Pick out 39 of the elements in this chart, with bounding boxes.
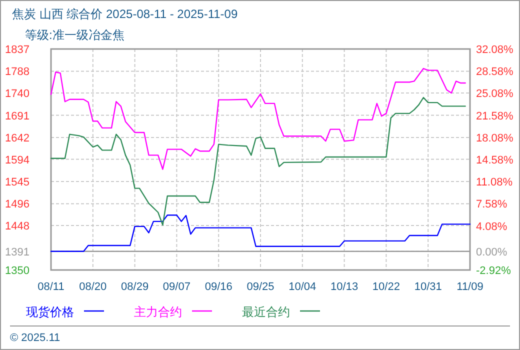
legend-label: 最近合约	[242, 305, 290, 319]
y2-tick-label: 0.00%	[476, 246, 508, 259]
y-tick-label: 1691	[5, 110, 30, 122]
y-tick-label: 1740	[5, 88, 30, 100]
y-tick-label: 1391	[5, 246, 30, 258]
y-tick-label: 1448	[5, 220, 30, 233]
y2-tick-label: 4.08%	[476, 220, 508, 233]
y2-tick-label: 11.08%	[476, 176, 513, 189]
x-tick-label: 09/16	[204, 281, 232, 293]
x-tick-label: 09/25	[246, 281, 274, 293]
y-tick-label: 1496	[5, 198, 30, 211]
x-tick-label: 08/20	[79, 281, 107, 293]
legend-label: 主力合约	[134, 305, 182, 319]
x-tick-label: 08/11	[38, 281, 64, 293]
x-tick-label: 11/09	[456, 281, 484, 293]
y-tick-label: 1788	[5, 66, 30, 78]
y-tick-label: 1837	[5, 44, 30, 56]
y-tick-label: 1545	[5, 176, 30, 189]
y2-tick-label: 7.58%	[476, 198, 508, 211]
y2-tick-label: 14.58%	[476, 154, 514, 166]
y2-tick-label: 25.08%	[476, 88, 514, 100]
x-tick-label: 10/13	[330, 281, 358, 293]
x-tick-label: 09/07	[162, 281, 190, 293]
y2-tick-label: -2.92%	[476, 265, 512, 277]
y2-tick-label: 32.08%	[476, 44, 514, 56]
y2-tick-label: 28.58%	[476, 66, 514, 78]
legend-label: 现货价格	[26, 305, 74, 319]
x-tick-label: 08/29	[121, 281, 149, 293]
y2-tick-label: 18.08%	[476, 132, 514, 144]
y-tick-label: 1350	[5, 265, 30, 277]
y-tick-label: 1594	[5, 154, 30, 166]
text: © 2025.11	[10, 332, 60, 344]
x-tick-label: 10/31	[414, 281, 442, 293]
y2-tick-label: 21.58%	[476, 110, 514, 122]
chart-subtitle: 等级:准一级冶金焦	[25, 28, 124, 42]
x-tick-label: 10/22	[372, 281, 400, 293]
x-tick-label: 10/04	[288, 281, 316, 293]
chart-title: 焦炭 山西 综合价 2025-08-11 - 2025-11-09	[12, 7, 238, 21]
y-tick-label: 1642	[5, 132, 30, 144]
